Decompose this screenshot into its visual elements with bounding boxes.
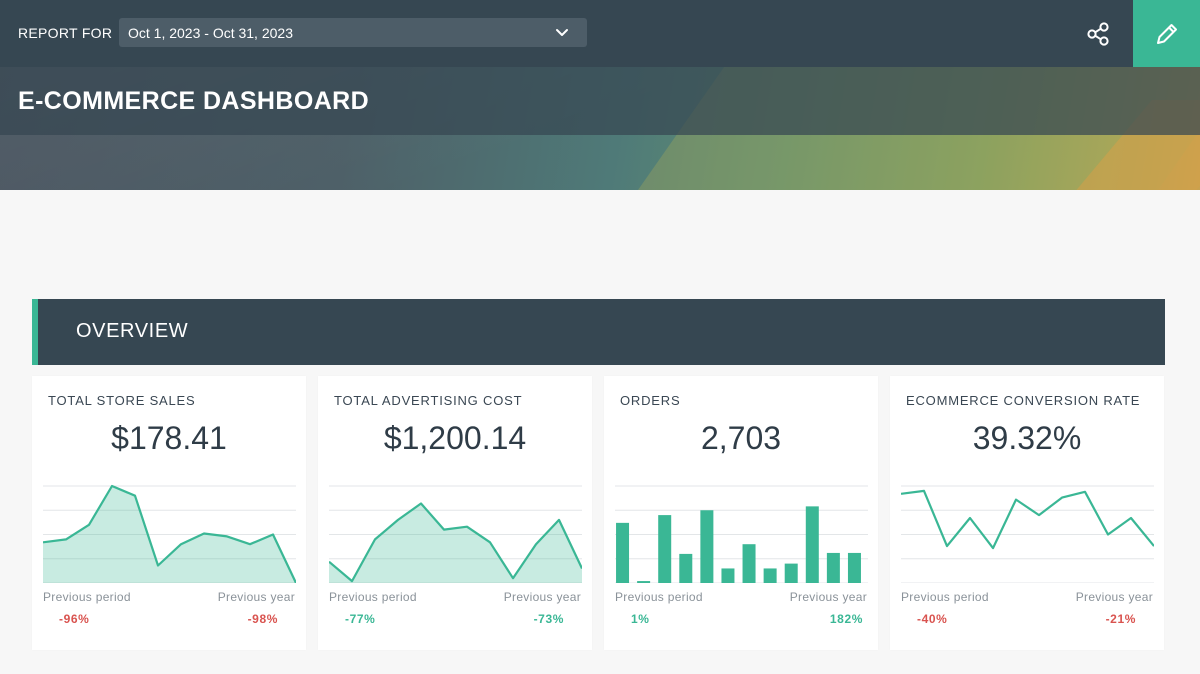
advertising-area-chart xyxy=(329,485,582,583)
series-line xyxy=(901,489,1154,550)
previous-period-label: Previous period xyxy=(901,590,989,604)
card-orders[interactable]: ORDERS 2,703 Previous period Previous ye… xyxy=(604,376,878,650)
card-value: 39.32% xyxy=(972,420,1082,456)
date-range-select[interactable]: Oct 1, 2023 - Oct 31, 2023 xyxy=(119,18,587,47)
previous-year-change: -21% xyxy=(1105,612,1136,626)
card-ecommerce-conversion-rate[interactable]: ECOMMERCE CONVERSION RATE 39.32% Previou… xyxy=(890,376,1164,650)
previous-year-label: Previous year xyxy=(503,590,581,604)
top-bar: REPORT FOR Oct 1, 2023 - Oct 31, 2023 xyxy=(0,0,1200,67)
header-banner: REPORT FOR Oct 1, 2023 - Oct 31, 2023 E-… xyxy=(0,0,1200,190)
series-line xyxy=(43,484,296,583)
series-line xyxy=(329,502,582,583)
bar xyxy=(784,563,798,583)
previous-year-change: 182% xyxy=(829,612,863,626)
bar xyxy=(679,553,693,583)
previous-period-change: -77% xyxy=(345,612,376,626)
previous-period-change: 1% xyxy=(631,612,650,626)
bar xyxy=(658,515,672,583)
bar xyxy=(805,506,819,583)
previous-year-change: -98% xyxy=(247,612,278,626)
previous-period-label: Previous period xyxy=(615,590,703,604)
previous-period-label: Previous period xyxy=(43,590,131,604)
previous-period-label: Previous period xyxy=(329,590,417,604)
chevron-down-icon xyxy=(556,29,568,36)
bar xyxy=(826,552,840,583)
bar xyxy=(847,552,861,583)
previous-period-change: -96% xyxy=(59,612,90,626)
orders-bar-chart xyxy=(615,485,868,583)
title-bar: E-COMMERCE DASHBOARD xyxy=(0,67,1200,135)
previous-year-label: Previous year xyxy=(1075,590,1153,604)
bar xyxy=(700,510,714,583)
bar xyxy=(721,568,735,583)
card-total-store-sales[interactable]: TOTAL STORE SALES $178.41 Previous perio… xyxy=(32,376,306,650)
bar xyxy=(763,568,777,583)
previous-year-label: Previous year xyxy=(217,590,295,604)
overview-section-header: OVERVIEW xyxy=(32,299,1165,365)
report-for-label: REPORT FOR xyxy=(18,25,113,41)
date-range-value: Oct 1, 2023 - Oct 31, 2023 xyxy=(128,24,293,41)
bar xyxy=(742,544,756,583)
card-value: 2,703 xyxy=(700,420,782,456)
bar xyxy=(616,522,630,583)
page-title: E-COMMERCE DASHBOARD xyxy=(18,87,370,115)
previous-period-change: -40% xyxy=(917,612,948,626)
card-title: TOTAL ADVERTISING COST xyxy=(334,393,523,408)
section-title: OVERVIEW xyxy=(76,320,189,342)
area-fill xyxy=(329,503,582,583)
previous-year-label: Previous year xyxy=(789,590,867,604)
bar xyxy=(637,581,651,583)
card-value: $178.41 xyxy=(111,420,227,456)
share-icon[interactable] xyxy=(1084,20,1112,48)
card-total-advertising-cost[interactable]: TOTAL ADVERTISING COST $1,200.14 Previou… xyxy=(318,376,592,650)
edit-button[interactable] xyxy=(1133,0,1200,67)
area-fill xyxy=(43,486,296,583)
conversion-line-chart xyxy=(901,485,1154,583)
card-title: ECOMMERCE CONVERSION RATE xyxy=(906,393,1141,408)
previous-year-change: -73% xyxy=(533,612,564,626)
pencil-icon xyxy=(1156,23,1177,44)
card-title: ORDERS xyxy=(620,393,681,408)
sales-area-chart xyxy=(43,484,296,583)
card-value: $1,200.14 xyxy=(383,420,527,456)
card-title: TOTAL STORE SALES xyxy=(48,393,196,408)
